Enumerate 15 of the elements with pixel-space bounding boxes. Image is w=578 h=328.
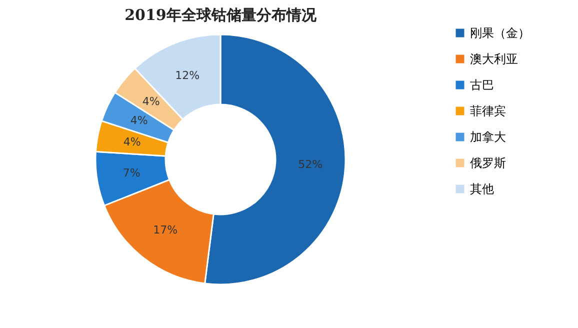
- data-label: 52%: [298, 158, 323, 172]
- legend-label: 菲律宾: [470, 104, 506, 118]
- legend-label: 俄罗斯: [470, 156, 506, 170]
- legend-label: 刚果（金）: [470, 26, 530, 40]
- data-label: 17%: [153, 224, 178, 237]
- legend-label: 加拿大: [470, 130, 506, 144]
- data-label: 4%: [123, 136, 141, 149]
- data-label: 12%: [175, 68, 200, 82]
- legend-label: 其他: [470, 182, 494, 196]
- chart-title: 2019年全球钴储量分布情况: [124, 6, 318, 24]
- data-label: 4%: [142, 95, 160, 108]
- data-label: 7%: [122, 166, 140, 180]
- legend-label: 澳大利亚: [470, 52, 518, 66]
- legend-label: 古巴: [470, 78, 494, 92]
- data-label: 4%: [130, 114, 148, 128]
